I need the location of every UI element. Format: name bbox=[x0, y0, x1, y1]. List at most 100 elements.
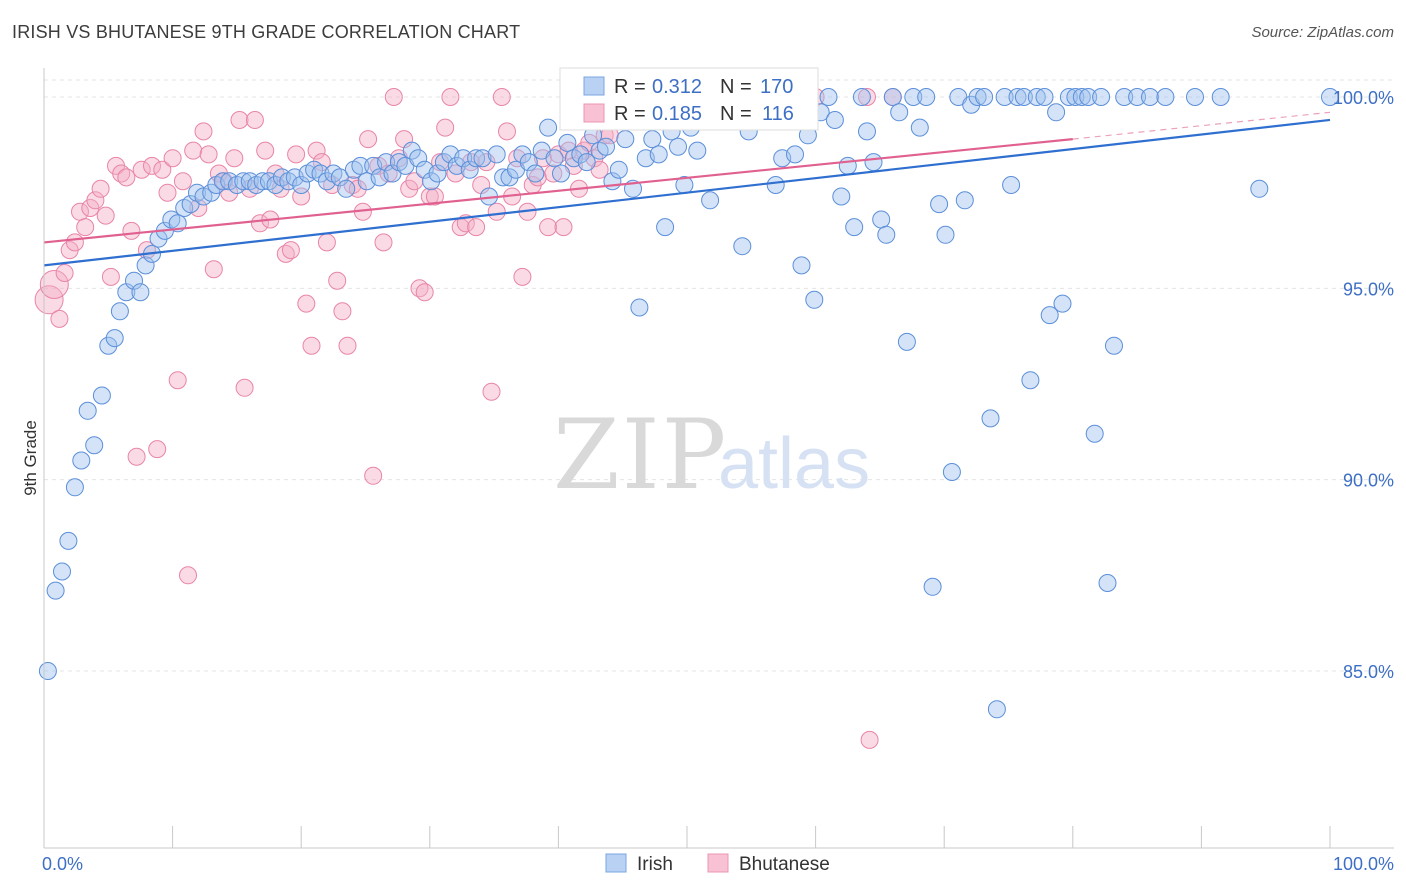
point-bhutanese-65 bbox=[374, 233, 393, 252]
point-bhutanese-28 bbox=[184, 141, 203, 160]
legend-r-label-bhutanese: R = bbox=[614, 103, 646, 125]
point-irish-52 bbox=[377, 153, 396, 172]
source-credit: Source: ZipAtlas.com bbox=[1251, 24, 1394, 41]
point-irish-144 bbox=[975, 88, 994, 106]
point-irish-4 bbox=[65, 478, 84, 497]
point-bhutanese-41 bbox=[251, 214, 269, 233]
point-bhutanese-77 bbox=[436, 118, 455, 137]
legend-r-value-bhutanese: 0.185 bbox=[652, 103, 702, 125]
legend-n-label-bhutanese: N = bbox=[720, 103, 752, 125]
point-bhutanese-12 bbox=[101, 267, 120, 286]
point-bhutanese-57 bbox=[333, 302, 352, 321]
point-irish-124 bbox=[845, 218, 864, 237]
point-irish-1 bbox=[46, 581, 65, 600]
trend-lines bbox=[43, 111, 1331, 267]
point-irish-131 bbox=[890, 103, 909, 122]
point-bhutanese-16 bbox=[122, 221, 141, 240]
point-irish-163 bbox=[1098, 574, 1117, 592]
point-irish-82 bbox=[571, 145, 590, 164]
point-irish-143 bbox=[968, 88, 987, 106]
point-bhutanese-2 bbox=[50, 309, 69, 328]
point-irish-147 bbox=[995, 88, 1014, 106]
point-irish-60 bbox=[428, 164, 447, 183]
point-irish-75 bbox=[526, 164, 545, 183]
point-irish-7 bbox=[85, 436, 104, 455]
point-irish-128 bbox=[872, 210, 891, 229]
point-bhutanese-37 bbox=[230, 111, 249, 129]
point-irish-154 bbox=[1040, 306, 1059, 325]
point-irish-112 bbox=[766, 176, 785, 194]
point-irish-146 bbox=[987, 700, 1006, 719]
y-axis-label: 9th Grade bbox=[21, 420, 40, 496]
bottom-legend-label-bhutanese: Bhutanese bbox=[739, 854, 830, 875]
point-bhutanese-38 bbox=[235, 378, 254, 397]
point-irish-66 bbox=[467, 149, 486, 168]
point-bhutanese-78 bbox=[441, 88, 460, 106]
legend-r-label-irish: R = bbox=[614, 76, 646, 98]
point-bhutanese-23 bbox=[158, 183, 177, 202]
point-irish-165 bbox=[1115, 88, 1134, 106]
point-irish-162 bbox=[1092, 88, 1111, 106]
point-irish-155 bbox=[1047, 103, 1066, 122]
point-irish-118 bbox=[805, 290, 824, 309]
point-bhutanese-11 bbox=[96, 206, 115, 225]
point-irish-145 bbox=[981, 409, 1000, 428]
point-bhutanese-83 bbox=[467, 218, 486, 237]
trend-line-bhutanese bbox=[43, 137, 1073, 244]
point-irish-168 bbox=[1156, 88, 1175, 106]
point-irish-42 bbox=[311, 164, 330, 183]
point-irish-93 bbox=[643, 130, 662, 149]
watermark-zip: ZIP bbox=[553, 399, 728, 511]
point-bhutanese-31 bbox=[199, 145, 218, 164]
point-irish-83 bbox=[577, 153, 596, 172]
point-irish-88 bbox=[609, 160, 628, 179]
point-bhutanese-3 bbox=[55, 264, 74, 282]
point-bhutanese-36 bbox=[225, 149, 244, 168]
point-bhutanese-9 bbox=[86, 191, 105, 210]
point-irish-171 bbox=[1250, 179, 1269, 198]
point-bhutanese-30 bbox=[194, 122, 213, 141]
watermark-atlas: atlas bbox=[718, 424, 870, 504]
bottom-legend-swatch-bhutanese bbox=[707, 853, 729, 873]
trend-line-irish bbox=[43, 118, 1331, 267]
point-bhutanese-67 bbox=[384, 88, 403, 106]
x-tick-label-max: 100.0% bbox=[1333, 854, 1394, 874]
point-irish-137 bbox=[930, 195, 949, 214]
chart-title: IRISH VS BHUTANESE 9TH GRADE CORRELATION… bbox=[12, 22, 521, 42]
point-irish-100 bbox=[688, 141, 707, 160]
point-irish-153 bbox=[1035, 88, 1054, 106]
legend-n-value-bhutanese: 116 bbox=[762, 103, 794, 125]
point-irish-79 bbox=[552, 164, 570, 183]
legend-r-value-irish: 0.312 bbox=[652, 76, 702, 98]
point-irish-80 bbox=[558, 133, 577, 152]
point-irish-132 bbox=[897, 332, 916, 351]
point-bhutanese-53 bbox=[312, 153, 331, 172]
point-irish-78 bbox=[545, 149, 564, 168]
point-irish-77 bbox=[539, 118, 558, 137]
point-bhutanese-7 bbox=[76, 218, 95, 237]
point-irish-148 bbox=[1002, 176, 1021, 194]
point-irish-127 bbox=[864, 153, 883, 172]
point-irish-120 bbox=[819, 88, 838, 106]
point-bhutanese-73 bbox=[415, 283, 434, 302]
point-irish-166 bbox=[1128, 88, 1147, 106]
legend-swatch-irish bbox=[583, 76, 605, 96]
point-irish-141 bbox=[955, 191, 974, 210]
point-irish-14 bbox=[131, 283, 150, 302]
point-irish-160 bbox=[1079, 88, 1098, 106]
point-bhutanese-87 bbox=[487, 202, 506, 221]
point-irish-97 bbox=[669, 137, 687, 156]
point-bhutanese-24 bbox=[163, 149, 182, 168]
point-irish-136 bbox=[923, 577, 942, 596]
point-bhutanese-25 bbox=[168, 371, 187, 390]
x-tick-label-min: 0.0% bbox=[42, 854, 83, 874]
point-bhutanese-62 bbox=[359, 130, 378, 149]
point-bhutanese-115 bbox=[860, 730, 879, 749]
point-bhutanese-97 bbox=[539, 218, 558, 237]
point-bhutanese-58 bbox=[338, 336, 357, 355]
point-bhutanese-18 bbox=[132, 160, 151, 179]
point-bhutanese-48 bbox=[287, 145, 306, 164]
point-irish-129 bbox=[877, 225, 896, 244]
point-irish-133 bbox=[904, 88, 923, 106]
point-bhutanese-42 bbox=[256, 141, 275, 160]
